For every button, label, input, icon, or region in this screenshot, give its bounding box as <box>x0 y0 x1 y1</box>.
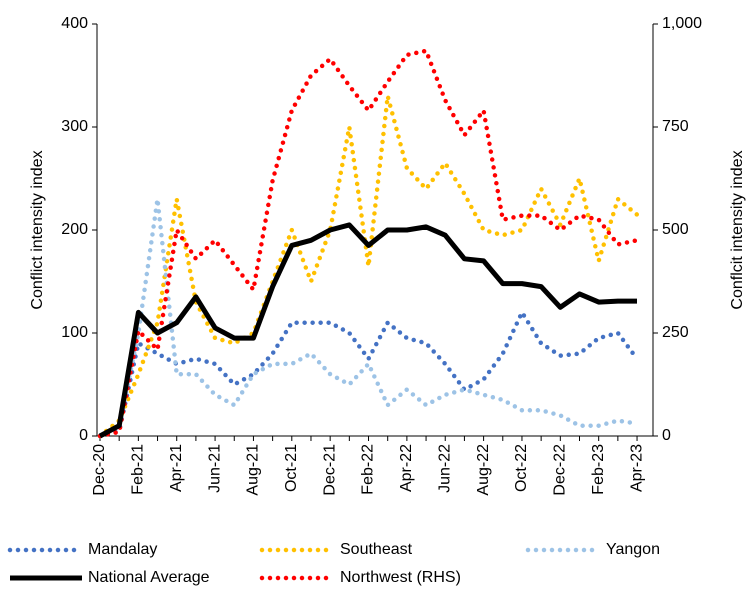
y-tick-label: 0 <box>79 427 88 444</box>
y2-tick-label: 0 <box>662 427 671 444</box>
y-tick-label: 200 <box>61 221 88 238</box>
x-tick-label: Apr-23 <box>628 444 645 492</box>
x-tick-label: Dec-22 <box>552 444 569 496</box>
legend-label: Yangon <box>606 541 660 558</box>
y2-axis-title: Conflcit intensity index <box>729 150 746 309</box>
series-line <box>98 222 637 439</box>
x-tick-label: Aug-21 <box>245 444 262 496</box>
y-tick-label: 400 <box>61 15 88 32</box>
y2-tick-label: 1,000 <box>662 15 702 32</box>
series-line <box>97 198 640 439</box>
legend-label: Southeast <box>340 541 413 558</box>
x-tick-label: Jun-21 <box>206 444 223 493</box>
x-tick-label: Apr-21 <box>168 444 185 492</box>
series-line <box>97 307 640 439</box>
y-tick-label: 300 <box>61 118 88 135</box>
legend-label: Northwest (RHS) <box>340 569 461 586</box>
x-tick-label: Feb-22 <box>360 444 377 495</box>
x-tick-label: Oct-21 <box>283 444 300 492</box>
x-tick-label: Oct-22 <box>513 444 530 492</box>
y2-tick-label: 500 <box>662 221 689 238</box>
x-tick-label: Feb-21 <box>130 444 147 495</box>
x-tick-label: Dec-21 <box>321 444 338 496</box>
series-line <box>97 95 640 439</box>
y2-tick-label: 250 <box>662 324 689 341</box>
legend-label: Mandalay <box>88 541 157 558</box>
y2-tick-label: 750 <box>662 118 689 135</box>
x-tick-label: Feb-23 <box>590 444 607 495</box>
y-tick-label: 100 <box>61 324 88 341</box>
x-tick-label: Dec-20 <box>91 444 108 496</box>
legend-label: National Average <box>88 569 210 586</box>
x-tick-label: Aug-22 <box>475 444 492 496</box>
x-tick-label: Jun-22 <box>436 444 453 493</box>
y-axis-title: Conflict intensity index <box>29 150 46 309</box>
x-tick-label: Apr-22 <box>398 444 415 492</box>
